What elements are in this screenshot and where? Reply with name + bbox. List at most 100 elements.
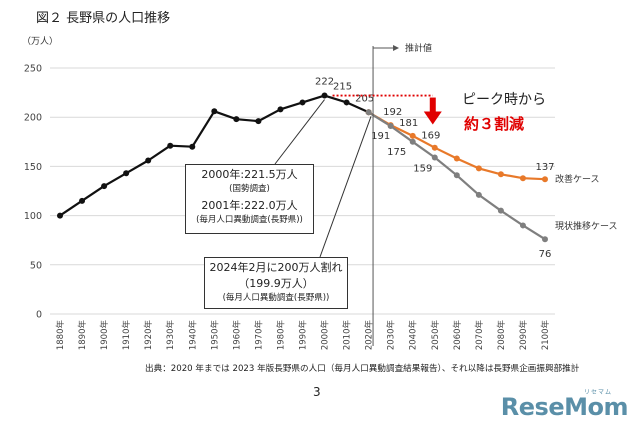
data-point bbox=[101, 183, 108, 190]
annotation-2001-source: (毎月人口異動調査(長野県)) bbox=[196, 215, 303, 225]
x-tick-label: 2010年 bbox=[342, 320, 353, 351]
x-tick-label: 2030年 bbox=[386, 320, 397, 351]
data-point bbox=[167, 142, 174, 149]
data-point bbox=[497, 171, 504, 178]
decrease-label: 約３割減 bbox=[464, 115, 525, 133]
data-point bbox=[57, 212, 63, 219]
point-label: 181 bbox=[399, 118, 418, 129]
projection-label: 推計値 bbox=[405, 42, 432, 54]
annotation-2024-title: 2024年2月に200万人割れ bbox=[209, 261, 343, 274]
leader-line-2024 bbox=[319, 116, 372, 258]
data-point bbox=[542, 236, 548, 243]
point-markers bbox=[57, 92, 548, 243]
annotation-2024-value: （199.9万人） bbox=[238, 277, 314, 290]
data-point bbox=[365, 109, 372, 116]
point-label: 192 bbox=[383, 107, 402, 118]
data-point bbox=[79, 197, 86, 204]
data-point bbox=[409, 132, 416, 139]
leader-line-2000 bbox=[274, 99, 325, 165]
x-tick-label: 2040年 bbox=[408, 320, 419, 351]
y-tick-label-50: 50 bbox=[30, 260, 42, 271]
data-point bbox=[431, 144, 438, 151]
data-point bbox=[497, 207, 504, 214]
point-label: 137 bbox=[535, 162, 554, 173]
data-point bbox=[475, 191, 482, 198]
data-point bbox=[519, 175, 526, 182]
data-point bbox=[233, 116, 240, 123]
x-tick-label: 1890年 bbox=[77, 320, 88, 351]
x-tick-label: 2070年 bbox=[474, 320, 485, 351]
data-point bbox=[299, 99, 306, 106]
x-tick-label: 2000年 bbox=[320, 320, 331, 351]
x-tick-label: 1970年 bbox=[253, 320, 264, 351]
decrease-arrow-shaft bbox=[429, 97, 436, 112]
data-point bbox=[387, 123, 394, 130]
logo-text: ReseMom bbox=[500, 393, 629, 421]
y-tick-label-150: 150 bbox=[24, 162, 42, 173]
x-tick-label: 2080年 bbox=[496, 320, 507, 351]
x-tick-label: 2050年 bbox=[430, 320, 441, 351]
data-point bbox=[321, 92, 328, 99]
decrease-arrow-head bbox=[423, 111, 442, 125]
x-tick-label: 1910年 bbox=[121, 320, 132, 351]
data-point bbox=[519, 222, 526, 229]
resemom-logo: ReseMom リセマム bbox=[500, 389, 629, 421]
annotation-2001-value: 2001年:222.0万人 bbox=[201, 199, 298, 212]
data-point bbox=[431, 154, 438, 161]
x-tick-label: 2090年 bbox=[518, 320, 529, 351]
y-tick-label-100: 100 bbox=[24, 211, 42, 222]
y-tick-label-200: 200 bbox=[24, 113, 42, 124]
point-label: 222 bbox=[315, 77, 334, 88]
x-tick-label: 1940年 bbox=[187, 320, 198, 351]
annotation-2000-source: (国勢調査) bbox=[229, 184, 270, 194]
y-axis-label: （万人） bbox=[22, 36, 58, 47]
data-point bbox=[211, 108, 218, 115]
x-tick-label: 1920年 bbox=[143, 320, 154, 351]
annotation-2000-value: 2000年:221.5万人 bbox=[201, 168, 298, 181]
x-tick-label: 2060年 bbox=[452, 320, 463, 351]
point-label: 169 bbox=[421, 131, 440, 142]
data-point bbox=[145, 157, 152, 164]
x-tick-label: 2100年 bbox=[540, 320, 551, 351]
data-point bbox=[453, 155, 460, 162]
data-point bbox=[343, 99, 350, 106]
point-label: 159 bbox=[413, 164, 432, 175]
x-tick-label: 1980年 bbox=[275, 320, 286, 351]
x-axis-ticks: 1880年 1890年 1900年 1910年 1920年 1930年 1940年 1950年… bbox=[55, 320, 551, 351]
source-note: 出典：2020 年までは 2023 年版長野県の人口（毎月人口異動調査結果報告）… bbox=[145, 364, 580, 374]
x-tick-label: 1960年 bbox=[231, 320, 242, 351]
peak-label: ピーク時から bbox=[462, 92, 546, 108]
legend-improved-case: 改善ケース bbox=[555, 173, 600, 185]
projection-arrow-head bbox=[393, 45, 400, 51]
legend-current-case: 現状推移ケース bbox=[555, 220, 618, 232]
data-point bbox=[123, 170, 130, 177]
logo-subtext: リセマム bbox=[583, 389, 612, 396]
annotation-2024-source: (毎月人口異動調査(長野県)) bbox=[222, 293, 330, 303]
x-tick-label: 1880年 bbox=[55, 320, 66, 351]
data-point bbox=[475, 165, 482, 172]
annotation-box-2000: 2000年:221.5万人 (国勢調査) 2001年:222.0万人 (毎月人口… bbox=[185, 164, 314, 234]
page-number: 3 bbox=[313, 385, 321, 399]
data-point bbox=[409, 138, 416, 145]
point-label: 215 bbox=[333, 81, 352, 92]
x-tick-label: 1930年 bbox=[165, 320, 176, 351]
point-label: 175 bbox=[387, 147, 406, 158]
data-point bbox=[453, 172, 460, 179]
data-point bbox=[277, 106, 284, 113]
data-point bbox=[542, 176, 548, 183]
data-point bbox=[255, 118, 262, 125]
y-axis-ticks: 0 50 100 150 200 250 bbox=[24, 64, 42, 321]
y-tick-label-0: 0 bbox=[36, 310, 42, 321]
x-tick-label: 1990年 bbox=[298, 320, 309, 351]
point-label: 205 bbox=[355, 93, 374, 104]
x-tick-label: 1950年 bbox=[209, 320, 220, 351]
x-tick-label: 2020年 bbox=[364, 320, 375, 351]
data-point bbox=[189, 143, 196, 150]
chart-title: 図２ 長野県の人口推移 bbox=[36, 11, 170, 26]
x-tick-label: 1900年 bbox=[99, 320, 110, 351]
y-tick-label-250: 250 bbox=[24, 64, 42, 75]
point-label: 76 bbox=[539, 249, 552, 260]
